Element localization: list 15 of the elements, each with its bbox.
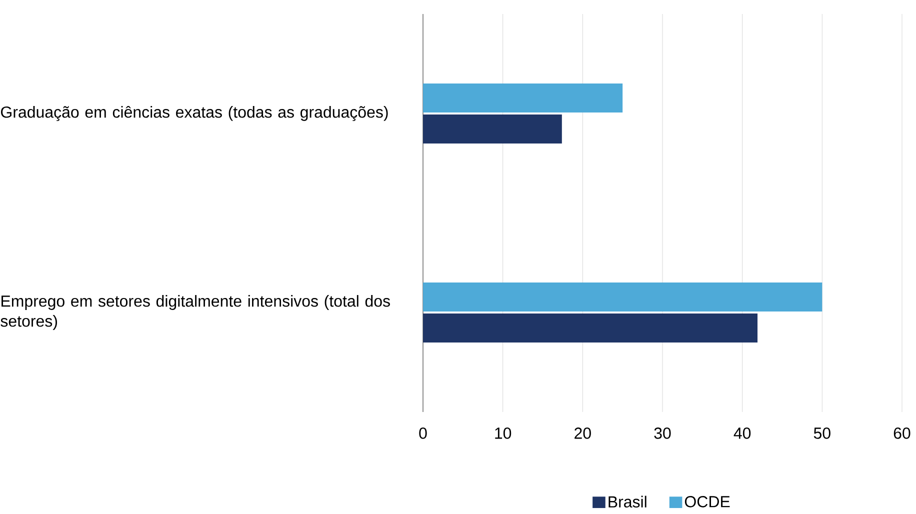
bar [423, 114, 562, 144]
x-tick-label: 50 [814, 428, 830, 439]
y-tick-label: Emprego em setores digitalmente intensivos (total dos setores) [0, 295, 390, 330]
x-tick-label: 0 [419, 428, 427, 439]
bar [423, 84, 623, 112]
legend-label: Brasil [608, 496, 646, 508]
legend-label: OCDE [684, 496, 730, 508]
x-tick-label: 10 [495, 428, 512, 439]
x-tick-label: 20 [574, 428, 591, 439]
y-tick-label: Graduação em ciências exatas (todas as graduações) [1, 106, 388, 122]
x-tick-label: 30 [654, 428, 671, 439]
x-tick-label: 60 [894, 428, 910, 439]
x-tick-label: 40 [734, 428, 751, 439]
bar [423, 313, 758, 342]
bar [423, 282, 822, 312]
